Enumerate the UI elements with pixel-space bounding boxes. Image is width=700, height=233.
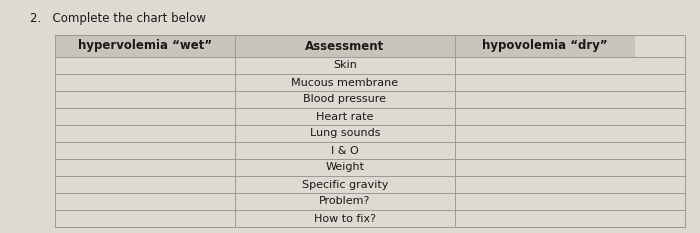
Bar bbox=[55, 74, 234, 91]
Bar bbox=[234, 91, 455, 108]
Bar bbox=[455, 142, 635, 159]
Text: Lung sounds: Lung sounds bbox=[309, 129, 380, 138]
Bar bbox=[455, 159, 635, 176]
Bar bbox=[234, 159, 455, 176]
Bar bbox=[455, 176, 635, 193]
Text: Skin: Skin bbox=[333, 61, 357, 71]
Text: 2.   Complete the chart below: 2. Complete the chart below bbox=[30, 12, 206, 25]
Text: hypovolemia “dry”: hypovolemia “dry” bbox=[482, 40, 608, 52]
Bar bbox=[455, 210, 635, 227]
Bar bbox=[234, 176, 455, 193]
Bar bbox=[55, 125, 234, 142]
Bar bbox=[55, 35, 685, 227]
Text: Blood pressure: Blood pressure bbox=[303, 95, 386, 104]
Bar bbox=[55, 193, 234, 210]
Bar bbox=[234, 125, 455, 142]
Bar bbox=[55, 142, 234, 159]
Bar bbox=[234, 193, 455, 210]
Text: Mucous membrane: Mucous membrane bbox=[291, 78, 398, 88]
Bar bbox=[234, 57, 455, 74]
Bar bbox=[234, 35, 455, 57]
Text: hypervolemia “wet”: hypervolemia “wet” bbox=[78, 40, 212, 52]
Text: Problem?: Problem? bbox=[319, 196, 370, 206]
Bar bbox=[234, 108, 455, 125]
Bar bbox=[234, 74, 455, 91]
Text: I & O: I & O bbox=[331, 145, 358, 155]
Text: Specific gravity: Specific gravity bbox=[302, 179, 388, 189]
Bar bbox=[234, 142, 455, 159]
Bar bbox=[55, 159, 234, 176]
Bar bbox=[455, 35, 635, 57]
Bar bbox=[55, 176, 234, 193]
Bar bbox=[55, 108, 234, 125]
Text: Weight: Weight bbox=[326, 162, 364, 172]
Bar bbox=[455, 193, 635, 210]
Bar bbox=[455, 125, 635, 142]
Bar bbox=[55, 91, 234, 108]
Bar bbox=[234, 210, 455, 227]
Text: How to fix?: How to fix? bbox=[314, 213, 376, 223]
Bar bbox=[55, 210, 234, 227]
Bar bbox=[455, 108, 635, 125]
Bar bbox=[455, 74, 635, 91]
Bar bbox=[55, 35, 234, 57]
Bar bbox=[455, 57, 635, 74]
Bar bbox=[55, 57, 234, 74]
Text: Heart rate: Heart rate bbox=[316, 112, 374, 121]
Bar bbox=[455, 91, 635, 108]
Text: Assessment: Assessment bbox=[305, 40, 384, 52]
